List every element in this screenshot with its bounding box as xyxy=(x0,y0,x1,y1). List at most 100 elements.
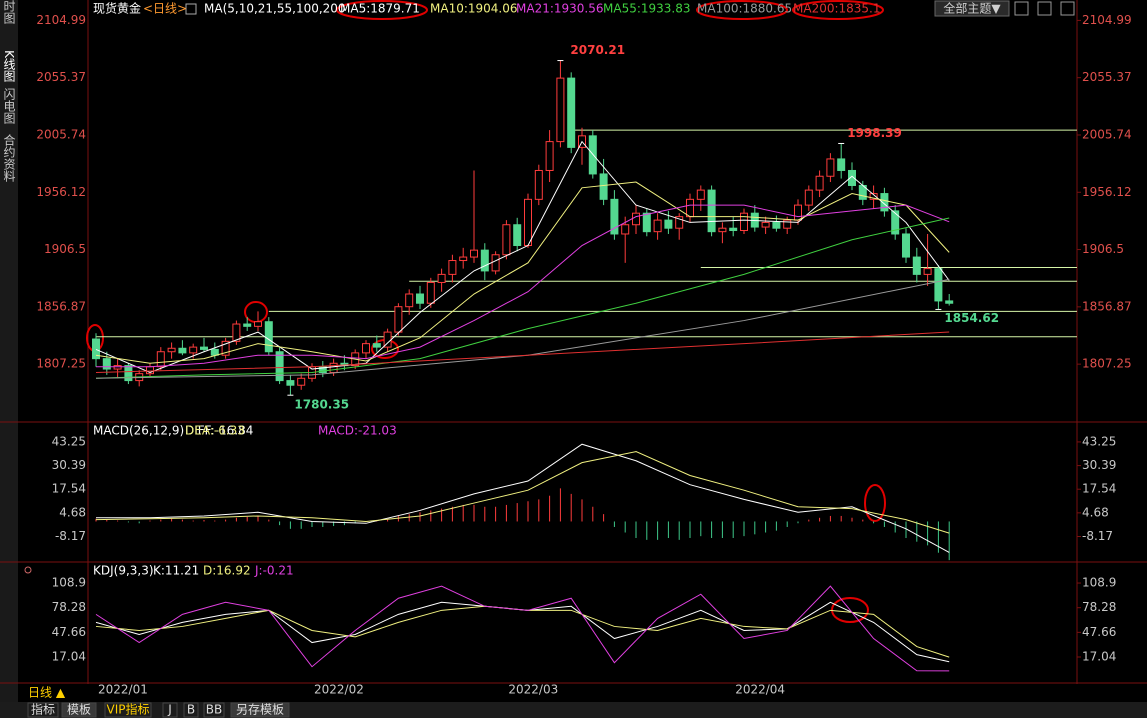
candle-body xyxy=(416,293,424,304)
y-tick-label-right: 2104.99 xyxy=(1082,13,1132,27)
y-tick-label: 4.68 xyxy=(59,505,86,519)
legend-entry: MACD:-21.03 xyxy=(318,424,397,438)
icon xyxy=(24,566,32,574)
y-tick-label: -8.17 xyxy=(55,529,86,543)
y-tick-label-right: 17.04 xyxy=(1082,650,1116,664)
legend-entry: D:16.92 xyxy=(203,564,251,578)
x-tick-label: 2022/01 xyxy=(98,683,148,697)
icon[interactable] xyxy=(1060,1,1075,16)
candle-body xyxy=(513,224,522,247)
candle-body xyxy=(945,300,954,304)
candle-body xyxy=(124,365,133,382)
y-tick-label-right: 43.25 xyxy=(1082,434,1116,448)
candle-body xyxy=(804,189,813,206)
candle-body xyxy=(426,281,435,304)
period-button[interactable]: 日线 ▲ xyxy=(28,686,66,700)
y-tick-label-right: 47.66 xyxy=(1082,625,1116,639)
bottom-tab-label[interactable]: BB xyxy=(206,703,222,717)
indicator-line xyxy=(95,140,950,374)
y-tick-label-right: -8.17 xyxy=(1082,529,1113,543)
y-tick-label: 17.04 xyxy=(52,650,86,664)
candle-body xyxy=(729,227,738,232)
bottom-tab[interactable] xyxy=(203,702,225,718)
candle-body xyxy=(405,293,414,308)
bottom-tab-label[interactable]: VIP指标 xyxy=(107,702,150,717)
y-tick-label: 2005.74 xyxy=(36,127,86,141)
candle-body xyxy=(794,204,802,221)
x-tick-label: 2022/04 xyxy=(735,683,785,697)
candle-body xyxy=(480,249,489,272)
legend-entry: MA200:1835.1 xyxy=(793,2,881,16)
theme-button[interactable] xyxy=(934,0,1010,17)
icon[interactable] xyxy=(1014,1,1029,16)
candle-body xyxy=(92,338,100,360)
extreme-label: 1780.35 xyxy=(294,398,349,412)
bottom-tab-label[interactable]: 另存模板 xyxy=(236,703,284,717)
bottom-tab[interactable] xyxy=(27,702,59,718)
candle-body xyxy=(200,346,208,350)
icon[interactable] xyxy=(1037,1,1052,16)
bottom-tab-label[interactable]: J xyxy=(167,703,172,717)
icon[interactable] xyxy=(185,3,197,15)
candle-body xyxy=(534,169,543,200)
bottom-tab[interactable] xyxy=(230,702,290,718)
candle-body xyxy=(934,268,943,302)
side-tab[interactable]: 闪电图 xyxy=(2,88,16,124)
x-tick-label: 2022/03 xyxy=(508,683,558,697)
period-label: <日线> xyxy=(143,2,187,16)
candle-body xyxy=(599,173,608,200)
side-tab[interactable]: K线图 xyxy=(2,50,16,82)
bottom-tab-label[interactable]: 指标 xyxy=(31,702,55,717)
y-tick-label-right: 17.54 xyxy=(1082,482,1116,496)
candle-body xyxy=(102,358,111,370)
indicator-line xyxy=(95,181,950,364)
indicator-line xyxy=(95,451,950,534)
bottom-tab[interactable] xyxy=(162,702,178,718)
candle-body xyxy=(318,366,327,374)
candle-body xyxy=(783,219,792,229)
legend-entry: J:-0.21 xyxy=(254,564,294,578)
candle-body xyxy=(297,377,306,386)
candle-body xyxy=(221,340,230,356)
y-tick-label-right: 30.39 xyxy=(1082,458,1116,472)
extreme-label: 2070.21 xyxy=(570,43,625,57)
legend-entry: MA10:1904.06 xyxy=(430,2,518,16)
candle-body xyxy=(869,193,878,200)
candle-body xyxy=(210,348,219,356)
candle-body xyxy=(156,351,165,368)
candle-body xyxy=(567,77,576,148)
candle-body xyxy=(372,343,381,348)
y-tick-label: 43.25 xyxy=(52,434,86,448)
candle-body xyxy=(394,306,403,333)
bottom-tab[interactable] xyxy=(183,702,199,718)
candle-body xyxy=(826,158,835,177)
candle-body xyxy=(556,77,565,143)
theme-label[interactable]: 全部主题▼ xyxy=(943,1,1001,16)
side-tab[interactable]: 分时图 xyxy=(2,0,16,24)
bottom-tab[interactable] xyxy=(61,702,97,718)
chart-title: 现货黄金 xyxy=(93,1,141,16)
candle-body xyxy=(243,323,252,327)
y-tick-label: 1856.87 xyxy=(36,299,86,313)
y-tick-label-right: 1856.87 xyxy=(1082,299,1132,313)
y-tick-label: 108.9 xyxy=(52,576,86,590)
candle-body xyxy=(642,212,651,233)
bottom-tab-label[interactable]: B xyxy=(187,703,195,717)
candle-body xyxy=(502,224,511,256)
legend-entry: MA21:1930.56 xyxy=(516,2,604,16)
candle-body xyxy=(189,346,198,354)
y-tick-label: 1807.25 xyxy=(36,357,86,371)
candle-body xyxy=(696,189,705,200)
candle-body xyxy=(524,198,532,247)
bottom-tab[interactable] xyxy=(104,702,152,718)
candle-body xyxy=(621,224,630,235)
circle-mark xyxy=(696,0,788,20)
candle-body xyxy=(178,347,187,354)
candle-body xyxy=(254,321,262,327)
side-tab[interactable]: 合约资料 xyxy=(2,133,16,182)
bottom-tab-label[interactable]: 模板 xyxy=(67,703,91,717)
indicator-line xyxy=(95,585,950,672)
candle-body xyxy=(448,260,457,275)
candle-body xyxy=(772,221,781,229)
y-tick-label-right: 2005.74 xyxy=(1082,127,1132,141)
